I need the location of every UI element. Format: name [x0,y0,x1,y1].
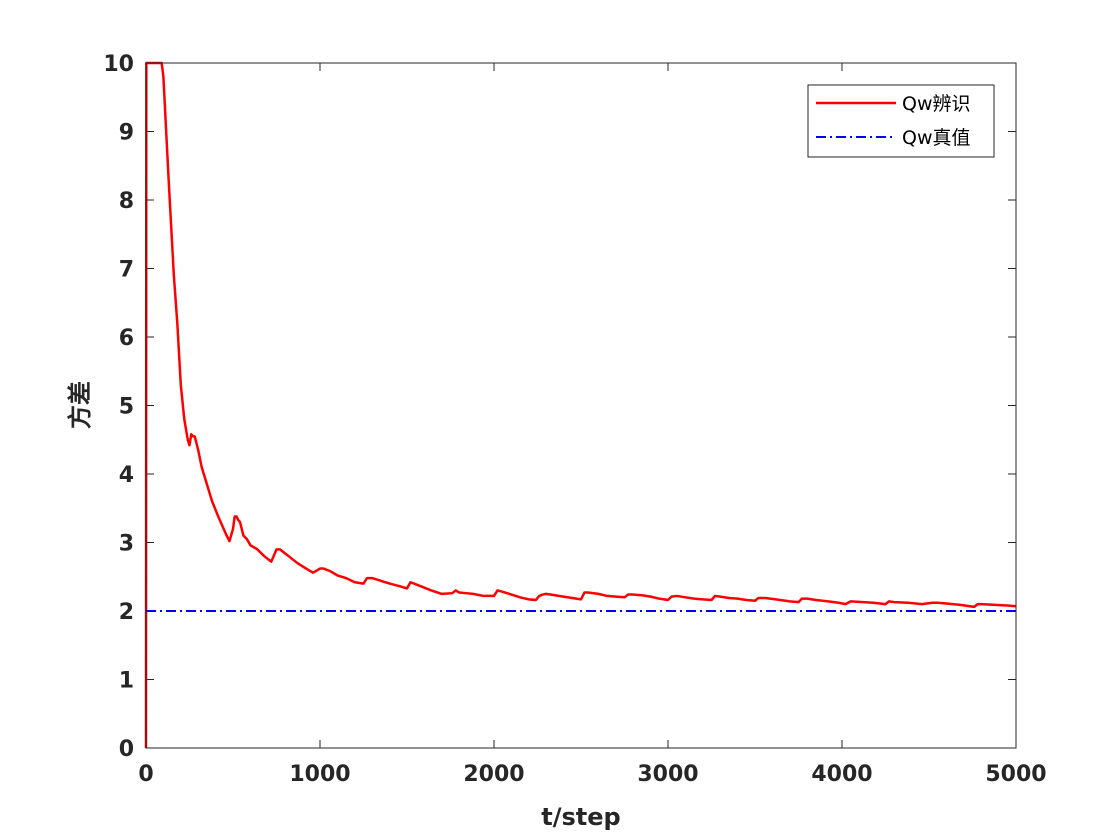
plot-area [146,63,1016,748]
y-tick-label: 2 [119,600,134,625]
x-tick-label: 5000 [985,762,1046,787]
series-layer [144,61,1017,749]
x-tick-label: 4000 [811,762,872,787]
y-tick-label: 9 [119,121,134,146]
x-tick-label: 3000 [637,762,698,787]
x-axis-label: t/step [541,803,620,831]
y-axis-label: 方差 [66,381,94,429]
legend-label-qw-identified: Qw辨识 [902,93,971,115]
axis-ticks: 0 1000 2000 3000 4000 5000 0 1 2 3 4 5 6 7 8 9 10 [103,52,1046,787]
legend-box [807,84,995,158]
y-tick-label: 5 [119,395,134,420]
y-tick-label: 7 [119,258,134,283]
x-tick-label: 2000 [463,762,524,787]
y-tick-label: 10 [103,52,134,77]
y-tick-label: 1 [119,669,134,694]
legend: Qw辨识 Qw真值 [807,84,995,158]
axes-box [145,62,1017,749]
y-tick-label: 8 [119,189,134,214]
y-tick-label: 3 [119,532,134,557]
legend-label-qw-true: Qw真值 [902,127,971,149]
y-tick-label: 4 [119,463,134,488]
y-tick-label: 6 [119,326,134,351]
x-tick-label: 0 [138,762,153,787]
y-tick-label: 0 [119,737,134,762]
x-tick-label: 1000 [289,762,350,787]
series-line-qw-identified [144,61,1017,749]
